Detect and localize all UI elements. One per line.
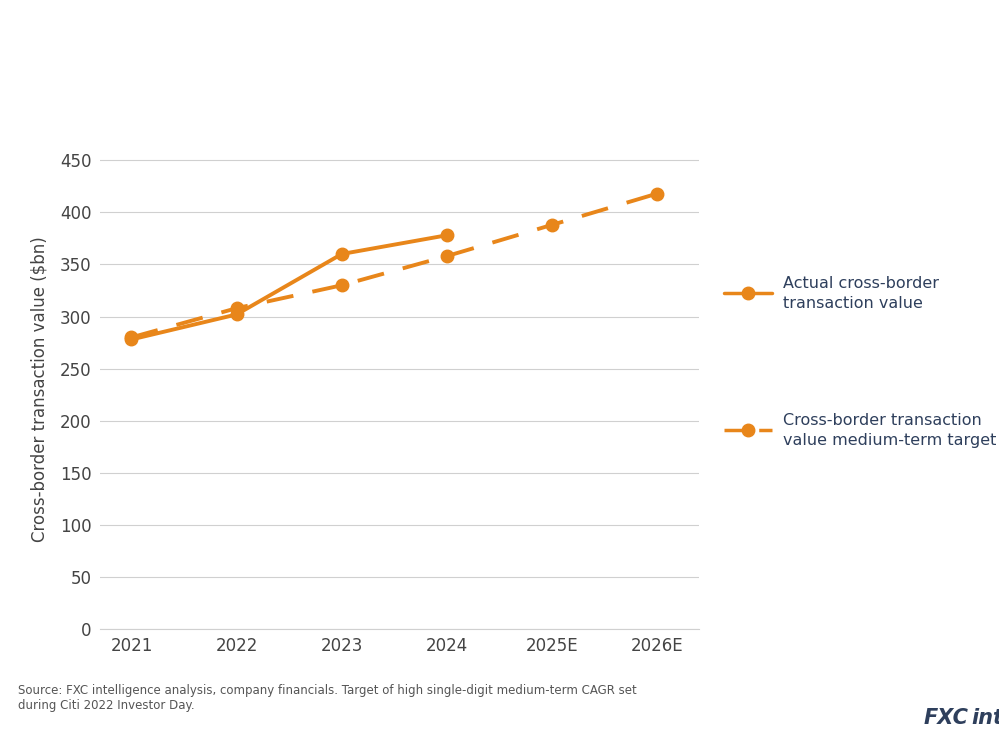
Text: Citi remains ahead of cross-border transaction volume targets: Citi remains ahead of cross-border trans…: [18, 23, 974, 49]
Text: intelligence: intelligence: [971, 708, 999, 728]
Y-axis label: Cross-border transaction value ($bn): Cross-border transaction value ($bn): [31, 237, 49, 542]
Text: Actual cross-border
transaction value: Actual cross-border transaction value: [782, 276, 938, 311]
Text: FXC: FXC: [924, 708, 969, 728]
Text: Cross-border transaction
value medium-term target: Cross-border transaction value medium-te…: [782, 413, 996, 448]
Text: Source: FXC intelligence analysis, company financials. Target of high single-dig: Source: FXC intelligence analysis, compa…: [18, 684, 636, 712]
Text: Citi cross-border transaction value performance against medium-term targets: Citi cross-border transaction value perf…: [18, 81, 721, 99]
